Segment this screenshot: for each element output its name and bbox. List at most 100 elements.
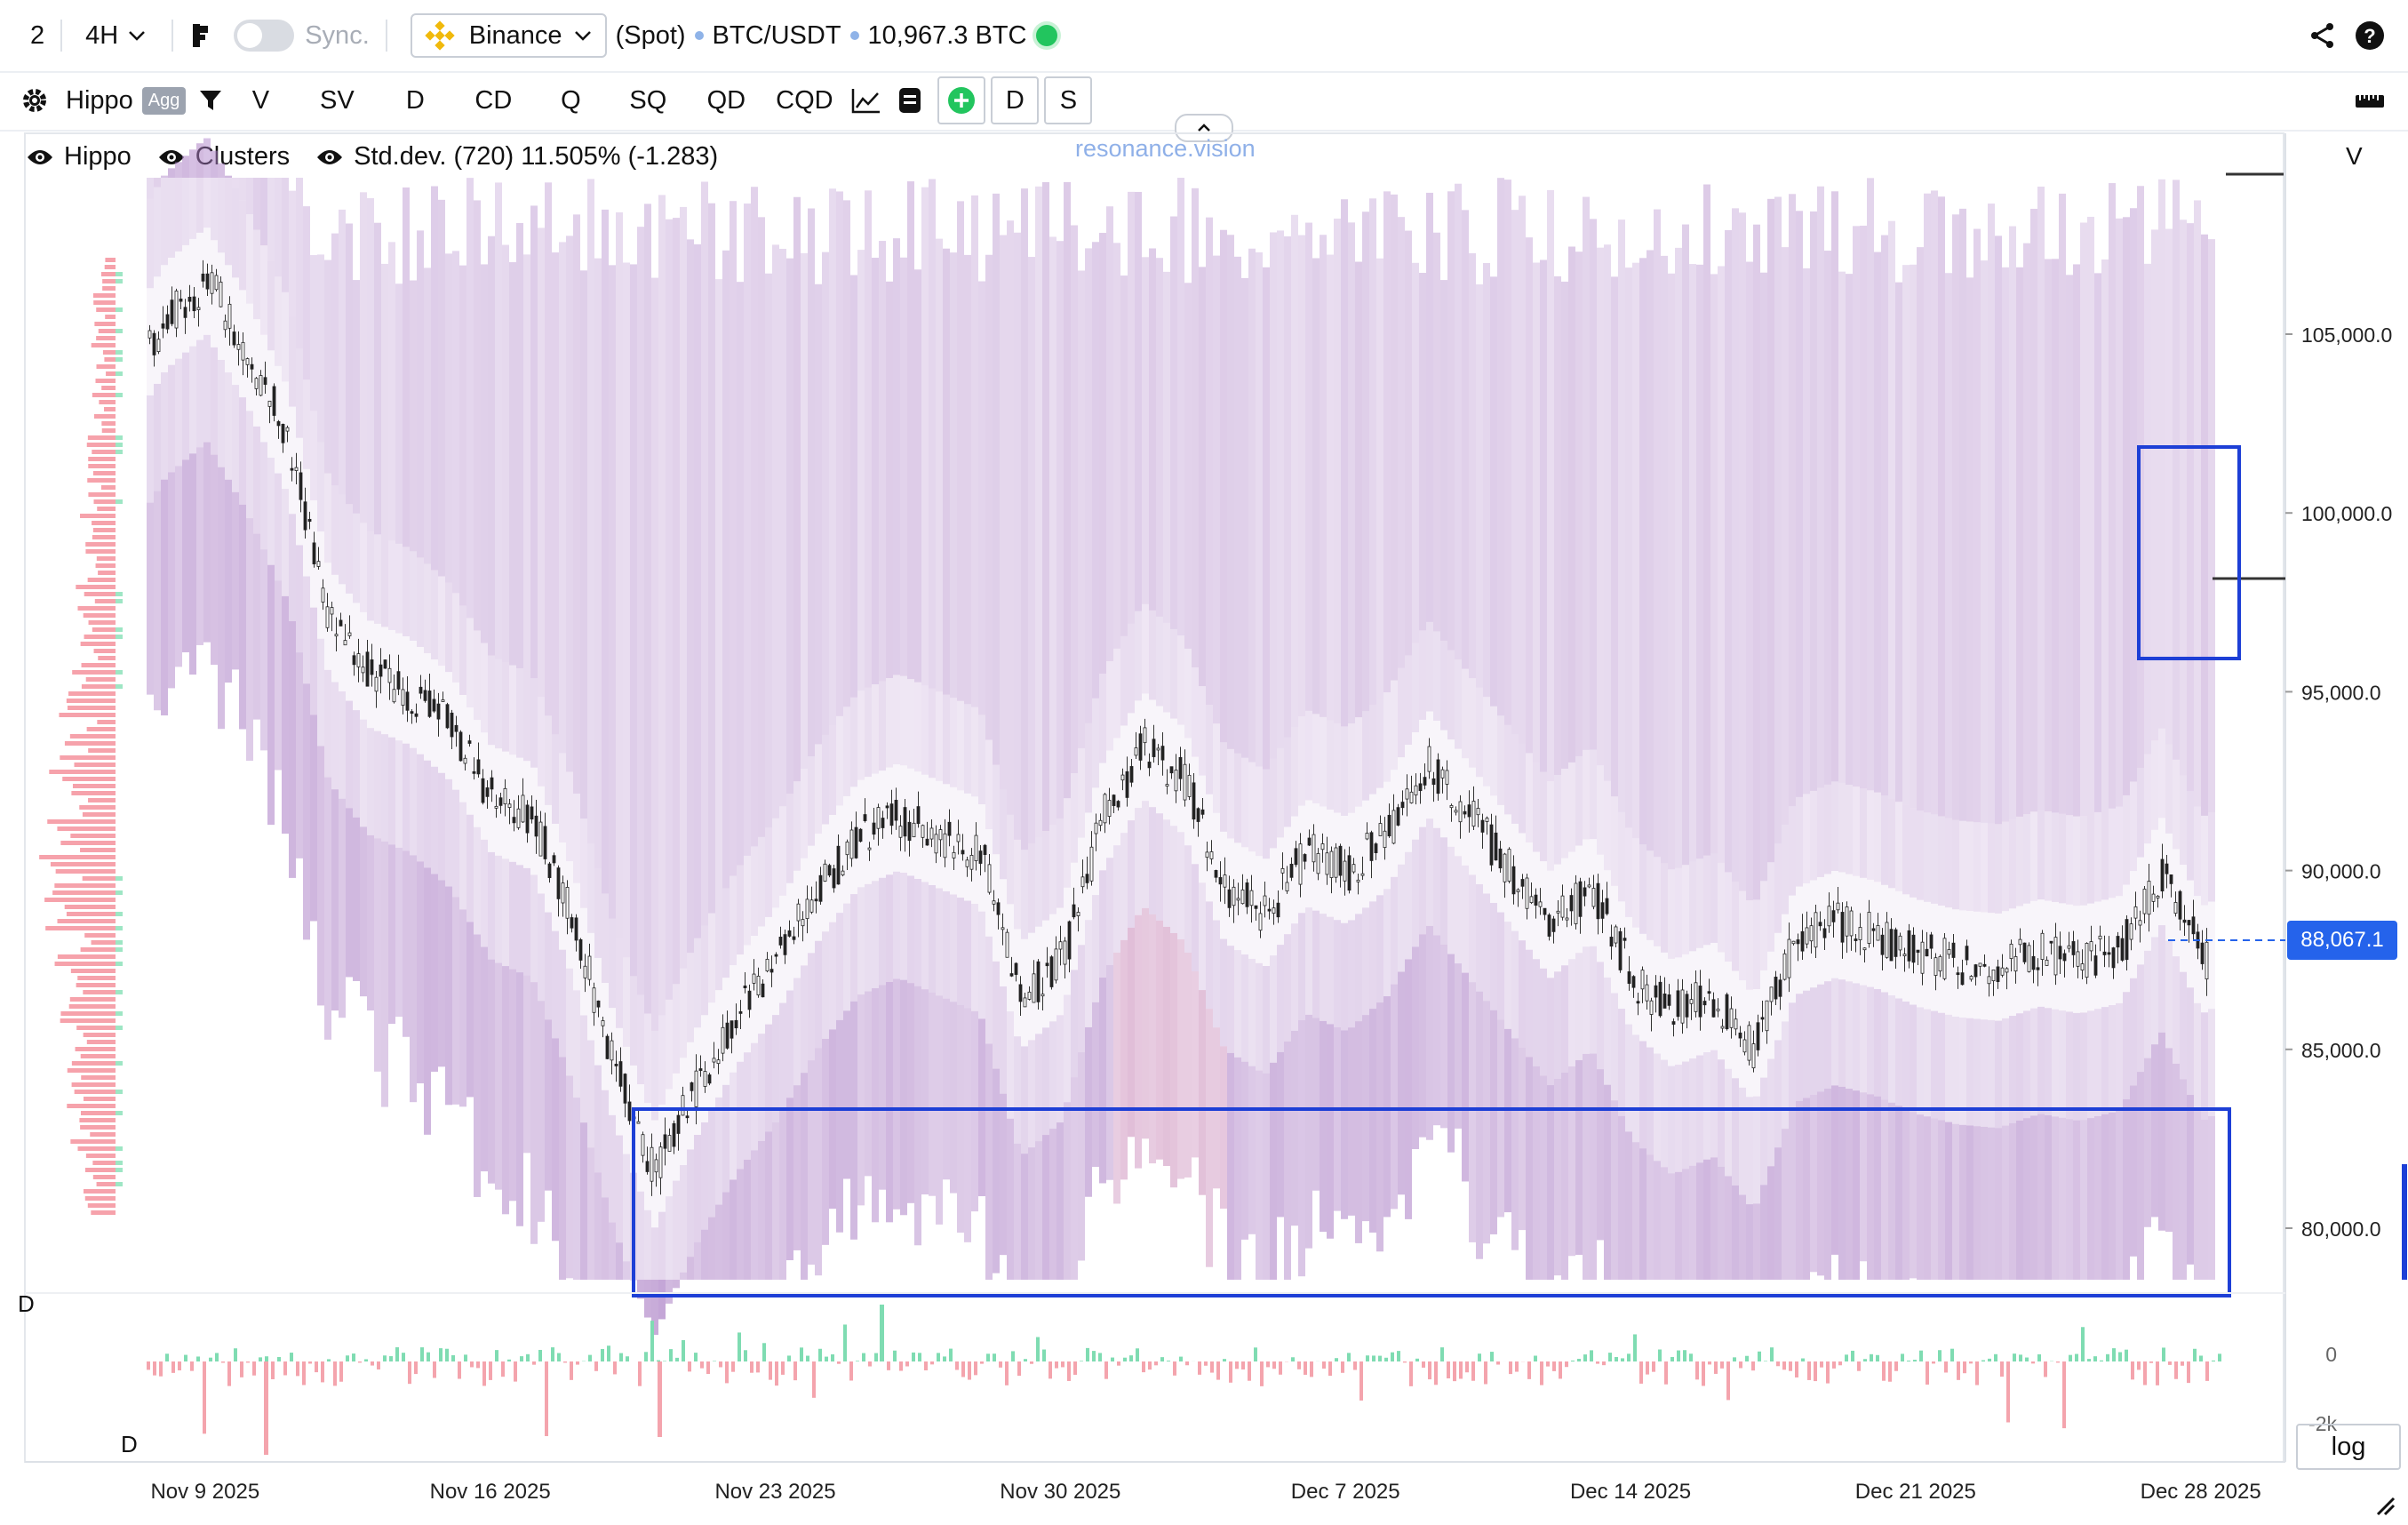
cloud-band xyxy=(1917,247,1924,811)
share-icon[interactable] xyxy=(2308,21,2337,50)
cloud-band xyxy=(1469,982,1476,1242)
cloud-band xyxy=(339,798,346,1018)
cloud-band xyxy=(2073,816,2080,906)
eye-icon[interactable] xyxy=(158,148,185,166)
candle-body xyxy=(574,917,578,941)
scroll-indicator[interactable] xyxy=(2402,1164,2407,1280)
indicator-qd[interactable]: QD xyxy=(706,85,746,115)
profile-bar xyxy=(116,279,123,283)
profile-bar xyxy=(94,322,116,326)
cloud-band xyxy=(765,273,772,828)
cloud-band xyxy=(1760,272,1767,882)
bars-layout-icon[interactable] xyxy=(191,22,212,49)
layout-count[interactable]: 2 xyxy=(30,20,45,50)
cloud-band xyxy=(1199,267,1206,687)
timeframe-select[interactable]: 4H xyxy=(85,0,147,71)
agg-badge[interactable]: Agg xyxy=(141,86,187,115)
indicator-q[interactable]: Q xyxy=(561,85,581,115)
candle-body xyxy=(1822,928,1827,938)
cloud-band xyxy=(1902,1002,1910,1109)
cloud-band xyxy=(1320,806,1327,914)
profile-bar xyxy=(105,315,116,319)
delta-bar xyxy=(1670,1357,1674,1361)
cloud-band xyxy=(388,629,395,738)
cloud-band xyxy=(1312,802,1320,911)
ruler-icon[interactable] xyxy=(2355,92,2385,109)
add-indicator-button[interactable] xyxy=(937,76,986,124)
profile-bar xyxy=(76,1026,116,1030)
profile-bar xyxy=(116,1182,123,1186)
cloud-band xyxy=(1462,972,1469,1182)
delta-bar xyxy=(2174,1361,2178,1379)
filter-icon[interactable] xyxy=(198,88,223,113)
candle-body xyxy=(245,358,250,365)
cloud-band xyxy=(594,957,602,1066)
indicator-d[interactable]: D xyxy=(405,85,425,115)
indicator-name[interactable]: Hippo xyxy=(66,85,133,115)
help-icon[interactable]: ? xyxy=(2355,20,2385,51)
cloud-band xyxy=(1647,250,1654,851)
line-chart-icon[interactable] xyxy=(850,86,882,115)
cloud-band xyxy=(666,1196,673,1304)
gear-icon[interactable] xyxy=(21,87,48,114)
eye-icon[interactable] xyxy=(27,148,53,166)
cloud-band xyxy=(154,491,161,711)
cloud-band xyxy=(1540,1075,1547,1280)
cloud-band xyxy=(815,744,822,834)
cloud-band xyxy=(2137,186,2144,769)
profile-bar xyxy=(92,535,116,539)
cloud-band xyxy=(1455,748,1462,857)
cloud-band xyxy=(1732,1078,1739,1186)
sync-toggle[interactable] xyxy=(234,20,295,52)
indicator-sq[interactable]: SQ xyxy=(629,85,667,115)
cloud-band xyxy=(1078,837,1085,946)
cloud-band xyxy=(1703,1052,1710,1160)
legend-hippo[interactable]: Hippo xyxy=(27,142,132,172)
delta-bar xyxy=(700,1361,704,1369)
eye-icon[interactable] xyxy=(316,148,343,166)
cloud-band xyxy=(1675,1065,1682,1172)
cloud-band xyxy=(374,623,381,731)
indicator-cd[interactable]: CD xyxy=(474,85,513,115)
cloud-band xyxy=(1291,923,1298,1031)
cloud-band xyxy=(1583,196,1590,750)
cloud-band xyxy=(1163,712,1170,820)
delta-bar xyxy=(532,1361,536,1365)
cloud-band xyxy=(921,774,929,882)
candle-body xyxy=(1600,902,1605,919)
candle-body xyxy=(556,867,561,899)
cloud-band xyxy=(1177,635,1184,725)
indicator-sv[interactable]: SV xyxy=(320,85,355,115)
document-button[interactable] xyxy=(888,78,932,123)
cloud-band xyxy=(538,228,545,698)
live-status-icon xyxy=(1035,25,1057,46)
d-toggle-button[interactable]: D xyxy=(991,76,1040,124)
candle-body xyxy=(1894,929,1898,957)
legend-clusters[interactable]: Clusters xyxy=(158,142,290,172)
s-toggle-button[interactable]: S xyxy=(1044,76,1093,124)
cloud-band xyxy=(289,621,296,878)
cloud-band xyxy=(1383,781,1391,890)
candle-body xyxy=(1947,949,1951,955)
cloud-band xyxy=(879,241,886,682)
profile-bar xyxy=(104,265,116,269)
resize-icon[interactable] xyxy=(2376,1497,2396,1516)
indicator-cqd[interactable]: CQD xyxy=(776,85,833,115)
profile-bar xyxy=(99,400,116,404)
exchange-select[interactable]: Binance xyxy=(410,13,607,58)
legend-stddev[interactable]: Std.dev. (720) 11.505% (-1.283) xyxy=(316,142,718,172)
indicator-v[interactable]: V xyxy=(251,85,270,115)
candle-body xyxy=(1080,876,1085,888)
cloud-band xyxy=(2123,217,2130,795)
log-scale-button[interactable]: log xyxy=(2296,1424,2401,1470)
candle-body xyxy=(1840,912,1845,943)
cloud-band xyxy=(1440,640,1447,731)
delta-bar xyxy=(1328,1361,1332,1377)
candle-body xyxy=(2200,942,2205,964)
candle-body xyxy=(436,703,441,720)
chevron-down-icon xyxy=(574,31,591,41)
delta-bar xyxy=(1104,1361,1108,1379)
cloud-band xyxy=(147,395,154,503)
cloud-band xyxy=(658,1280,666,1320)
